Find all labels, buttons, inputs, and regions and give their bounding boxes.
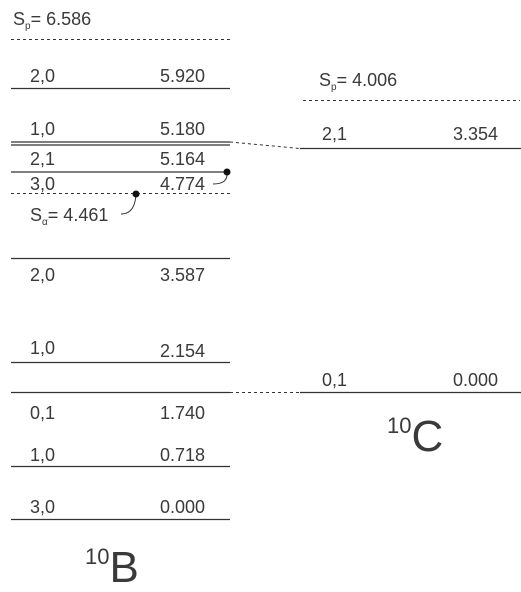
b10-level-jt: 3,0 [30, 174, 56, 194]
b10-nucleus-label: 10B [85, 543, 139, 592]
b10-level-energy: 2.154 [160, 341, 206, 361]
c10-level-jt: 0,1 [322, 370, 348, 390]
b10-level-jt: 1,0 [30, 338, 56, 358]
b10-level-jt: 1,0 [30, 119, 56, 139]
b10-level-jt: 1,0 [30, 445, 56, 465]
b10-sp-label: Sp= 6.586 [13, 9, 92, 32]
b10-salpha-label: Sα= 4.461 [30, 205, 109, 228]
analog-connector-2-1-line [229, 141, 301, 149]
b10-level-jt: 3,0 [30, 497, 56, 517]
c10-level-energy: 3.354 [453, 124, 499, 144]
c10-level-jt: 2,1 [322, 124, 348, 144]
b10-level-energy: 1.740 [160, 403, 206, 423]
level-diagram-lines [11, 39, 521, 521]
callout-salpha-dot [132, 190, 140, 198]
b10-level-energy: 4.774 [160, 174, 206, 194]
callout-4774-dot [223, 168, 231, 176]
b10-level-jt: 2,0 [30, 265, 56, 285]
b10-level-jt: 2,1 [30, 149, 56, 169]
b10-level-energy: 5.920 [160, 66, 206, 86]
b10-level-jt: 2,0 [30, 66, 56, 86]
callout-salpha-curve [120, 193, 137, 215]
b10-level-energy: 5.180 [160, 119, 206, 139]
b10-level-energy: 3.587 [160, 265, 206, 285]
b10-level-energy: 5.164 [160, 149, 206, 169]
b10-level-jt: 0,1 [30, 403, 56, 423]
c10-nucleus-label: 10C [387, 412, 444, 461]
b10-level-energy: 0.718 [160, 445, 206, 465]
b10-level-energy: 0.000 [160, 497, 206, 517]
c10-level-energy: 0.000 [453, 370, 499, 390]
c10-sp-label: Sp= 4.006 [319, 70, 398, 93]
